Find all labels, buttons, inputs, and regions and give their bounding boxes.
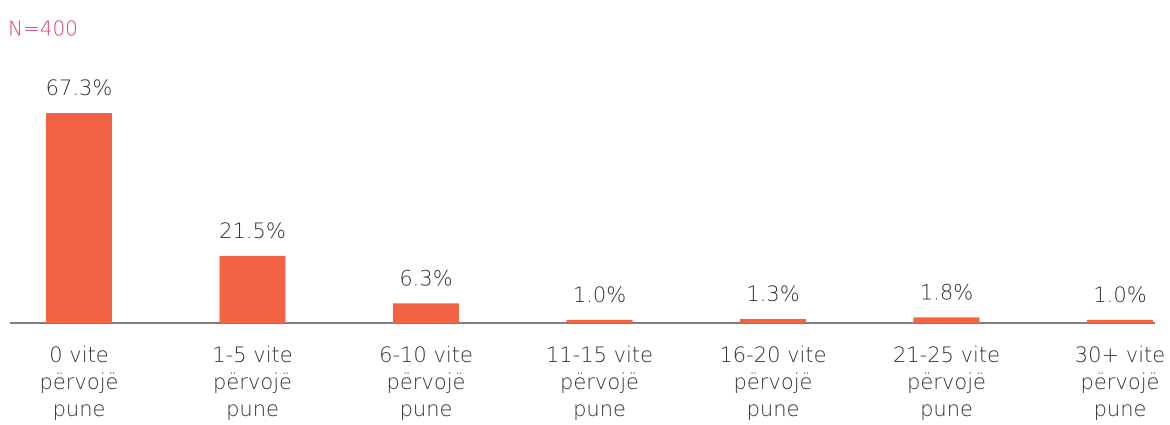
x-tick-label: përvojë bbox=[734, 370, 813, 394]
value-label: 1.3% bbox=[746, 282, 799, 306]
x-tick-label: 1-5 vite bbox=[212, 343, 292, 367]
x-tick-label: 21-25 vite bbox=[893, 343, 1000, 367]
x-tick-label: pune bbox=[226, 397, 279, 421]
x-tick-label: përvojë bbox=[213, 370, 292, 394]
x-tick-label: 16-20 vite bbox=[719, 343, 826, 367]
value-label: 1.0% bbox=[573, 283, 626, 307]
x-tick-label: 0 vite bbox=[49, 343, 108, 367]
bar bbox=[566, 319, 633, 323]
x-tick-label: përvojë bbox=[1081, 370, 1160, 394]
x-tick-label: përvojë bbox=[907, 370, 986, 394]
x-tick-label: 30+ vite bbox=[1075, 343, 1165, 367]
bar bbox=[740, 318, 806, 323]
value-label: 1.8% bbox=[920, 280, 973, 304]
x-tick-label: pune bbox=[1094, 397, 1147, 421]
x-tick-label: 6-10 vite bbox=[379, 343, 473, 367]
bar bbox=[393, 303, 459, 323]
bar bbox=[1087, 319, 1153, 323]
bar bbox=[219, 255, 286, 323]
value-label: 1.0% bbox=[1093, 283, 1146, 307]
value-label: 67.3% bbox=[46, 76, 113, 100]
value-label: 6.3% bbox=[399, 266, 452, 290]
x-tick-label: pune bbox=[400, 397, 453, 421]
x-tick-label: përvojë bbox=[560, 370, 639, 394]
x-tick-label: pune bbox=[920, 397, 973, 421]
x-tick-label: pune bbox=[573, 397, 626, 421]
bar bbox=[913, 317, 980, 323]
x-tick-label: pune bbox=[747, 397, 800, 421]
x-tick-label: përvojë bbox=[40, 370, 119, 394]
bar bbox=[46, 113, 112, 323]
subtitle: N=400 bbox=[8, 17, 78, 41]
x-tick-label: pune bbox=[53, 397, 106, 421]
value-label: 21.5% bbox=[219, 219, 286, 243]
x-tick-label: 11-15 vite bbox=[546, 343, 653, 367]
x-tick-label: përvojë bbox=[387, 370, 466, 394]
